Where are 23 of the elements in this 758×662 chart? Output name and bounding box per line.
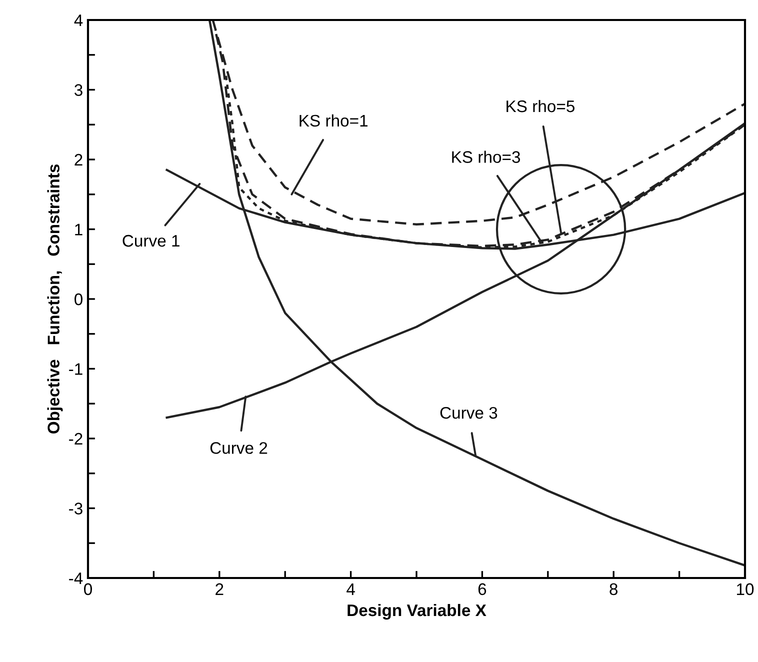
y-tick-label: -4 — [69, 572, 83, 584]
y-tick-label: -1 — [69, 363, 82, 375]
annotation: KS rho=3 — [452, 150, 520, 163]
annotation: Curve 2 — [210, 442, 268, 454]
y-axis-title: Objective Function, Constraints — [47, 164, 63, 434]
annotation: KS rho=5 — [506, 100, 574, 112]
x-tick-label: 8 — [610, 583, 618, 596]
x-tick-label: 4 — [346, 583, 355, 595]
annotation: KS rho=1 — [300, 114, 368, 127]
annotation: Curve 3 — [440, 406, 498, 419]
x-tick-label: 6 — [478, 583, 486, 596]
x-tick-label: 10 — [737, 583, 754, 596]
y-tick-label: -2 — [69, 432, 82, 445]
annotation: Curve 1 — [122, 234, 180, 247]
y-tick-label: 0 — [74, 293, 82, 306]
y-tick-label: 2 — [74, 154, 82, 166]
x-tick-label: 2 — [216, 583, 224, 595]
y-tick-label: -3 — [69, 502, 82, 514]
x-axis-title: Design Variable X — [348, 604, 486, 620]
y-tick-label: 4 — [74, 14, 83, 26]
y-tick-label: 3 — [74, 84, 82, 96]
x-tick-label: 0 — [84, 583, 92, 596]
y-tick-label: 1 — [75, 224, 82, 236]
